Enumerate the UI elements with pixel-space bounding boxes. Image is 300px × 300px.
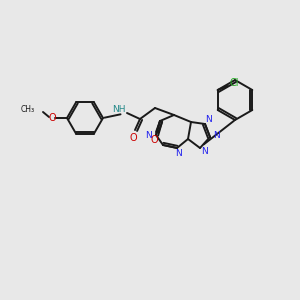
Text: N: N xyxy=(175,148,182,158)
Text: N: N xyxy=(214,131,220,140)
Text: CH₃: CH₃ xyxy=(21,104,35,113)
Text: N: N xyxy=(206,115,212,124)
Text: O: O xyxy=(48,113,56,123)
Text: Cl: Cl xyxy=(230,78,239,88)
Text: NH: NH xyxy=(112,106,126,115)
Text: O: O xyxy=(129,133,137,143)
Text: N: N xyxy=(146,131,152,140)
Text: N: N xyxy=(202,148,208,157)
Text: O: O xyxy=(150,135,158,145)
